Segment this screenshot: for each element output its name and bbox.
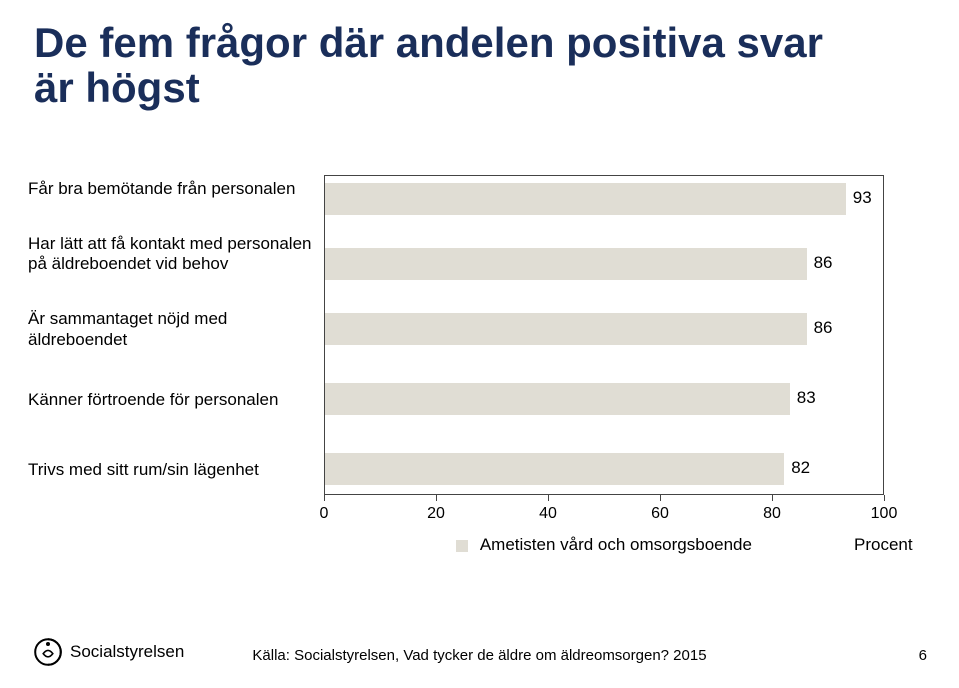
bar	[325, 183, 846, 215]
bar	[325, 248, 807, 280]
bar-value-label: 86	[814, 253, 833, 273]
legend: Ametisten vård och omsorgsboende	[324, 535, 884, 555]
bar	[325, 313, 807, 345]
bar-value-label: 82	[791, 458, 810, 478]
category-label: Har lätt att få kontakt med personalen p…	[28, 234, 318, 275]
x-tick	[660, 495, 661, 501]
x-tick-label: 80	[763, 505, 781, 523]
x-tick-label: 20	[427, 505, 445, 523]
x-tick-label: 100	[871, 505, 898, 523]
page-number: 6	[919, 647, 927, 664]
x-tick-label: 0	[320, 505, 329, 523]
x-tick	[548, 495, 549, 501]
legend-swatch	[456, 540, 468, 552]
x-tick	[772, 495, 773, 501]
category-label: Är sammantaget nöjd med äldreboendet	[28, 309, 318, 350]
category-label: Får bra bemötande från personalen	[28, 179, 318, 200]
plot-area	[324, 175, 884, 495]
source-text: Källa: Socialstyrelsen, Vad tycker de äl…	[0, 647, 959, 664]
x-tick-label: 40	[539, 505, 557, 523]
footer: Socialstyrelsen Källa: Socialstyrelsen, …	[0, 630, 959, 688]
axis-unit-label: Procent	[854, 535, 913, 555]
legend-label: Ametisten vård och omsorgsboende	[480, 535, 752, 554]
x-tick	[436, 495, 437, 501]
bar-value-label: 83	[797, 388, 816, 408]
x-tick-label: 60	[651, 505, 669, 523]
bar	[325, 453, 784, 485]
x-tick	[884, 495, 885, 501]
bar	[325, 383, 790, 415]
category-label: Trivs med sitt rum/sin lägenhet	[28, 460, 318, 481]
bar-value-label: 86	[814, 318, 833, 338]
page-title: De fem frågor där andelen positiva svar …	[34, 20, 854, 111]
x-tick	[324, 495, 325, 501]
slide: { "title": "De fem frågor där andelen po…	[0, 0, 959, 688]
category-label: Känner förtroende för personalen	[28, 390, 318, 411]
bar-value-label: 93	[853, 188, 872, 208]
bar-chart: 020406080100 93Får bra bemötande från pe…	[34, 175, 904, 569]
